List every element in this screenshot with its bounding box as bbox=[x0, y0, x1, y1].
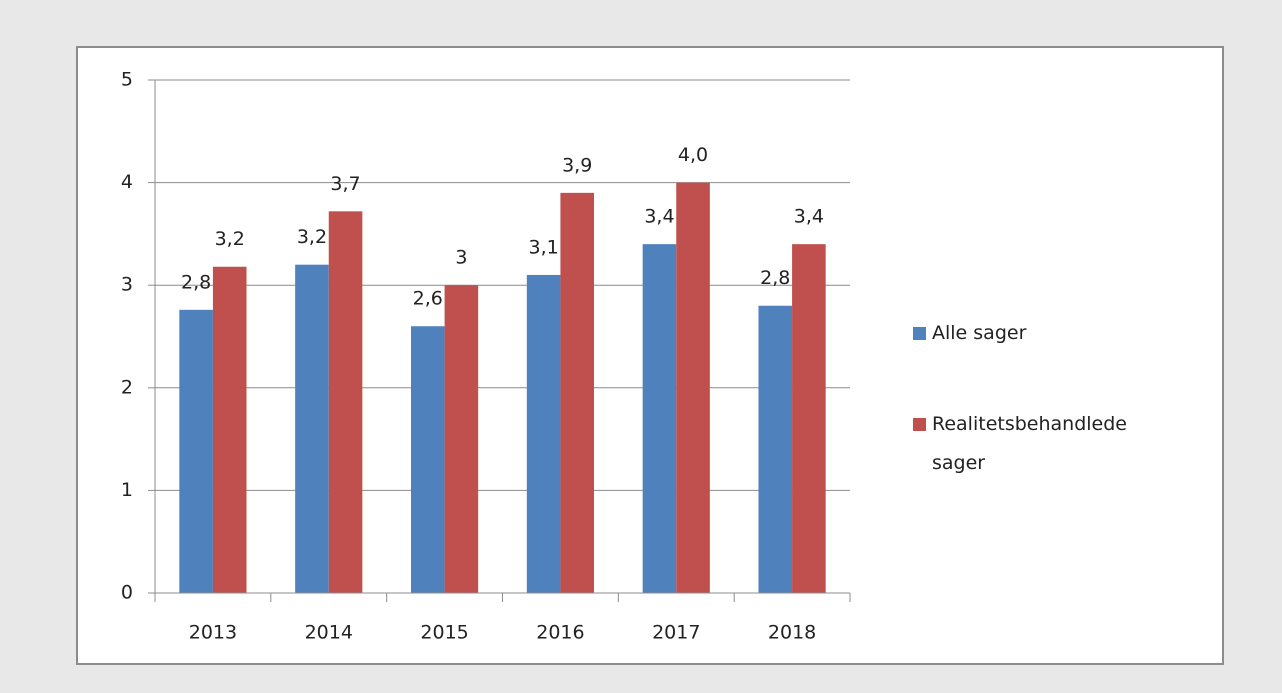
x-tick-label: 2016 bbox=[536, 622, 584, 644]
y-tick-label: 1 bbox=[121, 479, 133, 501]
bar bbox=[444, 285, 479, 593]
bar bbox=[295, 264, 329, 593]
bar bbox=[758, 305, 793, 593]
bar bbox=[179, 309, 213, 593]
y-tick-label: 3 bbox=[121, 274, 133, 296]
y-tick-label: 0 bbox=[121, 582, 133, 604]
legend-swatch bbox=[913, 327, 926, 340]
data-label: 3,4 bbox=[644, 206, 674, 228]
x-tick-label: 2017 bbox=[652, 622, 700, 644]
data-label: 2,8 bbox=[181, 271, 211, 293]
legend-label: Realitetsbehandlede sager bbox=[932, 413, 1127, 474]
y-tick-label: 4 bbox=[121, 171, 133, 193]
y-tick-label: 2 bbox=[121, 376, 133, 398]
legend-label: Alle sager bbox=[932, 322, 1027, 344]
legend-entry: Alle sager bbox=[913, 314, 1173, 353]
data-label: 3 bbox=[455, 247, 467, 269]
data-label: 3,9 bbox=[562, 154, 592, 176]
bar bbox=[792, 244, 826, 593]
data-label: 3,1 bbox=[529, 236, 559, 258]
bar bbox=[642, 244, 677, 593]
x-tick-label: 2015 bbox=[420, 622, 468, 644]
legend-entry: Realitetsbehandlede sager bbox=[913, 405, 1173, 483]
x-tick-label: 2013 bbox=[189, 622, 237, 644]
data-label: 3,4 bbox=[794, 206, 824, 228]
y-tick-label: 5 bbox=[121, 69, 133, 91]
bar bbox=[560, 192, 595, 594]
x-tick-label: 2014 bbox=[305, 622, 353, 644]
bar bbox=[328, 211, 363, 593]
bar bbox=[676, 182, 710, 593]
legend-swatch bbox=[913, 418, 926, 431]
data-label: 2,8 bbox=[760, 267, 790, 289]
data-label: 3,7 bbox=[330, 173, 360, 195]
data-label: 3,2 bbox=[297, 226, 327, 248]
data-label: 4,0 bbox=[678, 144, 708, 166]
data-label: 3,2 bbox=[215, 228, 245, 250]
data-label: 2,6 bbox=[413, 288, 443, 310]
bar bbox=[526, 274, 561, 593]
x-tick-label: 2018 bbox=[768, 622, 816, 644]
bar bbox=[410, 326, 445, 593]
bar bbox=[212, 266, 247, 593]
